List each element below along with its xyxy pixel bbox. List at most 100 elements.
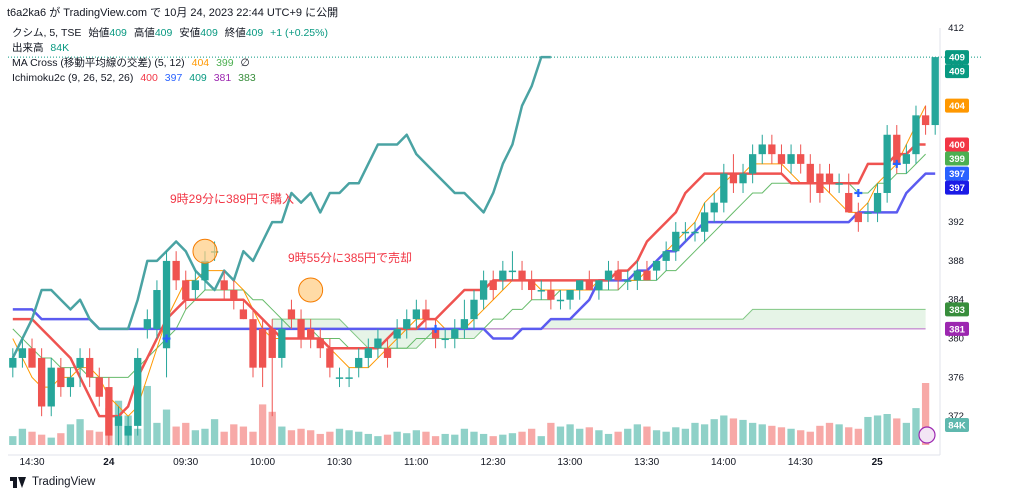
- volume-bar: [624, 428, 632, 445]
- price-label-bg: [945, 50, 969, 65]
- legend-volume: 84K: [50, 42, 70, 54]
- candle-body: [172, 260, 180, 281]
- candle-body: [162, 260, 171, 349]
- volume-bar: [326, 431, 334, 445]
- candle-body: [854, 212, 862, 223]
- x-tick-label: 12:30: [480, 457, 505, 468]
- volume-bar: [431, 436, 440, 445]
- candle-body: [576, 280, 584, 291]
- volume-bar: [825, 422, 834, 445]
- x-tick-label: 14:30: [788, 457, 813, 468]
- candle-body: [921, 115, 930, 126]
- volume-bar: [162, 409, 171, 445]
- price-label-bg: [945, 137, 969, 152]
- volume-bar: [556, 426, 565, 445]
- price-label: 399: [949, 154, 965, 165]
- candle-body: [748, 154, 757, 174]
- volume-bar: [921, 383, 930, 445]
- legend-close: 409: [245, 27, 264, 39]
- legend-symbol[interactable]: クシム, 5, TSE: [12, 27, 82, 39]
- legend-ichimoku-row[interactable]: Ichimoku2c (9, 26, 52, 26) 400 397 409 3…: [12, 71, 328, 86]
- candle-body: [335, 377, 344, 379]
- candlestick-chart[interactable]: 37237638038438839239640040440841214:3024…: [0, 0, 1024, 470]
- candle-body: [845, 192, 853, 213]
- legend-ich-2: 397: [164, 72, 183, 84]
- price-label: 409: [949, 67, 965, 78]
- volume-bar: [220, 431, 228, 445]
- volume-bar: [383, 434, 392, 445]
- volume-bar: [912, 408, 920, 445]
- volume-bar: [729, 418, 738, 445]
- candle-body: [451, 328, 459, 339]
- price-label-bg: [945, 321, 969, 336]
- candle-body: [403, 319, 411, 329]
- volume-bar: [527, 428, 536, 445]
- candle-body: [374, 338, 382, 349]
- candle-body: [883, 134, 891, 193]
- volume-bar: [604, 433, 613, 445]
- candle-body: [739, 173, 747, 184]
- legend-low-label: 安値: [179, 27, 201, 39]
- volume-bar: [633, 424, 641, 445]
- candle-body: [681, 231, 690, 234]
- volume-bar: [355, 431, 363, 445]
- trade-marker-circle: [298, 277, 324, 303]
- legend-ma-row[interactable]: MA Cross (移動平均線の交差) (5, 12) 404 399 ∅: [12, 56, 328, 71]
- candle-body: [412, 309, 421, 320]
- volume-bar: [143, 385, 151, 445]
- legend-change: +1 (+0.25%): [270, 27, 328, 39]
- legend-ich-5: 383: [238, 72, 256, 84]
- candle-body: [153, 290, 161, 329]
- candle-body: [307, 328, 315, 339]
- legend-ohlc-row: クシム, 5, TSE 始値409 高値409 安値409 終値409 +1 (…: [12, 26, 328, 41]
- y-tick-label: 412: [948, 23, 964, 34]
- volume-bar: [249, 431, 257, 445]
- volume-bar: [652, 430, 661, 445]
- y-tick-label: 384: [948, 295, 964, 306]
- volume-bar: [86, 430, 94, 445]
- volume-bar: [393, 431, 401, 445]
- y-tick-label: 376: [948, 372, 964, 383]
- volume-bar: [845, 427, 853, 445]
- candle-body: [614, 270, 622, 281]
- candle-body: [816, 173, 824, 193]
- volume-bar: [182, 422, 190, 445]
- candle-body: [258, 328, 267, 368]
- candle-body: [326, 348, 334, 368]
- candle-body: [191, 280, 200, 291]
- candle-body: [355, 357, 363, 368]
- legend-volume-label: 出来高: [12, 42, 44, 54]
- candle-body: [902, 154, 911, 164]
- legend-ich-4: 381: [213, 72, 232, 84]
- volume-bar: [28, 431, 36, 445]
- legend-volume-row[interactable]: 出来高 84K: [12, 41, 328, 56]
- chikou-line: [11, 55, 551, 359]
- volume-bar: [614, 431, 622, 445]
- volume-bar: [230, 424, 238, 445]
- candle-body: [114, 416, 123, 426]
- legend-ma-slow: 399: [216, 57, 234, 69]
- candle-body: [797, 154, 805, 164]
- volume-bar: [479, 433, 488, 445]
- buy-annotation: 9時29分に389円で購入: [170, 192, 294, 206]
- volume-bar: [854, 428, 862, 445]
- volume-bar: [893, 418, 901, 445]
- chart-legend: クシム, 5, TSE 始値409 高値409 安値409 終値409 +1 (…: [12, 26, 328, 86]
- publish-line: t6a2ka6 が TradingView.com で 10月 24, 2023…: [7, 7, 339, 19]
- volume-bar: [95, 431, 103, 445]
- legend-open: 409: [109, 27, 127, 39]
- x-tick-label: 14:00: [711, 457, 736, 468]
- volume-bar: [720, 415, 728, 445]
- candle-body: [729, 173, 738, 184]
- price-label-bg: [945, 166, 969, 181]
- footer-brand[interactable]: TradingView: [32, 476, 96, 488]
- candle-body: [268, 328, 276, 358]
- volume-bar: [566, 424, 574, 445]
- x-tick-label: 11:00: [404, 457, 429, 468]
- x-tick-label: 10:30: [327, 457, 352, 468]
- candle-body: [28, 348, 36, 368]
- candle-body: [220, 280, 228, 291]
- candle-body: [182, 280, 190, 300]
- legend-ma-fast: 404: [191, 57, 210, 69]
- volume-bar: [412, 430, 421, 445]
